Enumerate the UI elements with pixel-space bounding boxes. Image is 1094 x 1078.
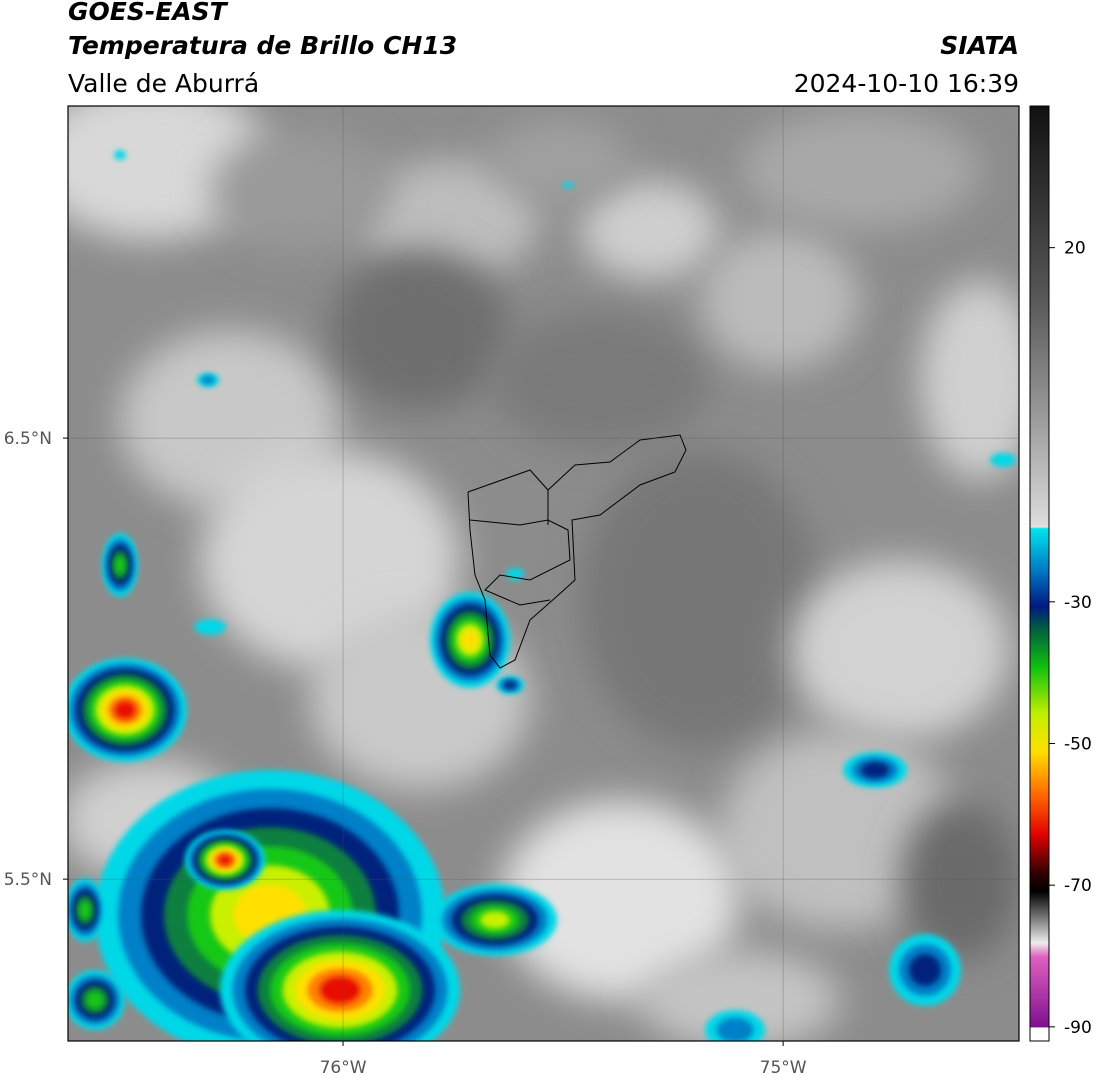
convective-cell (503, 681, 517, 689)
cloud-texture (640, 950, 840, 1041)
convective-cell (479, 911, 511, 929)
cloud-texture (490, 120, 630, 200)
convective-cell (114, 701, 136, 719)
convective-cell (114, 555, 126, 575)
convective-cell (909, 954, 941, 986)
lon-tick-label: 76°W (320, 1058, 367, 1078)
title: GOES-EAST (68, 0, 229, 26)
convective-cell (79, 900, 91, 920)
colorbar-tick-label: -70 (1064, 876, 1092, 896)
convective-cell (194, 619, 226, 635)
map-frame (67, 105, 1020, 1042)
convective-cell (990, 453, 1016, 467)
cloud-texture (500, 800, 740, 1000)
cloud-texture (790, 560, 1010, 740)
cloud-texture (210, 130, 390, 250)
cloud-texture (490, 310, 710, 450)
colorbar-tick-label: -90 (1064, 1018, 1092, 1038)
source: SIATA (940, 31, 1019, 60)
convective-cell (218, 855, 232, 865)
colorbar-tick-label: 20 (1064, 239, 1086, 259)
datetime: 2024-10-10 16:39 (794, 69, 1019, 98)
map-image (68, 106, 1019, 1041)
lon-tick-label: 75°W (760, 1058, 807, 1078)
cloud-texture (900, 800, 1019, 960)
lat-tick-label: 6.5°N (4, 429, 52, 449)
colorbar-tick-label: -30 (1064, 593, 1092, 613)
municipal-boundaries (467, 434, 687, 669)
subtitle: Temperatura de Brillo CH13 (68, 31, 457, 60)
convective-cell (201, 375, 215, 385)
convective-cell (320, 976, 360, 1004)
convective-cell (114, 150, 126, 160)
colorbar (1029, 105, 1050, 1042)
colorbar-tick-label: -50 (1064, 735, 1092, 755)
cloud-texture (580, 180, 720, 280)
convective-cell (86, 991, 104, 1009)
cloud-texture (920, 280, 1019, 480)
cloud-texture (700, 230, 860, 370)
lat-tick-label: 5.5°N (4, 870, 52, 890)
region: Valle de Aburrá (68, 69, 259, 98)
cloud-texture (360, 160, 540, 280)
convective-cell (860, 762, 890, 778)
cloud-texture (330, 250, 510, 410)
cloud-texture (740, 110, 980, 230)
convective-cell (461, 629, 479, 651)
convective-cell (562, 182, 574, 188)
cloud-texture (580, 450, 820, 750)
municipal-boundaries (469, 519, 571, 606)
convective-cell (716, 1017, 754, 1041)
